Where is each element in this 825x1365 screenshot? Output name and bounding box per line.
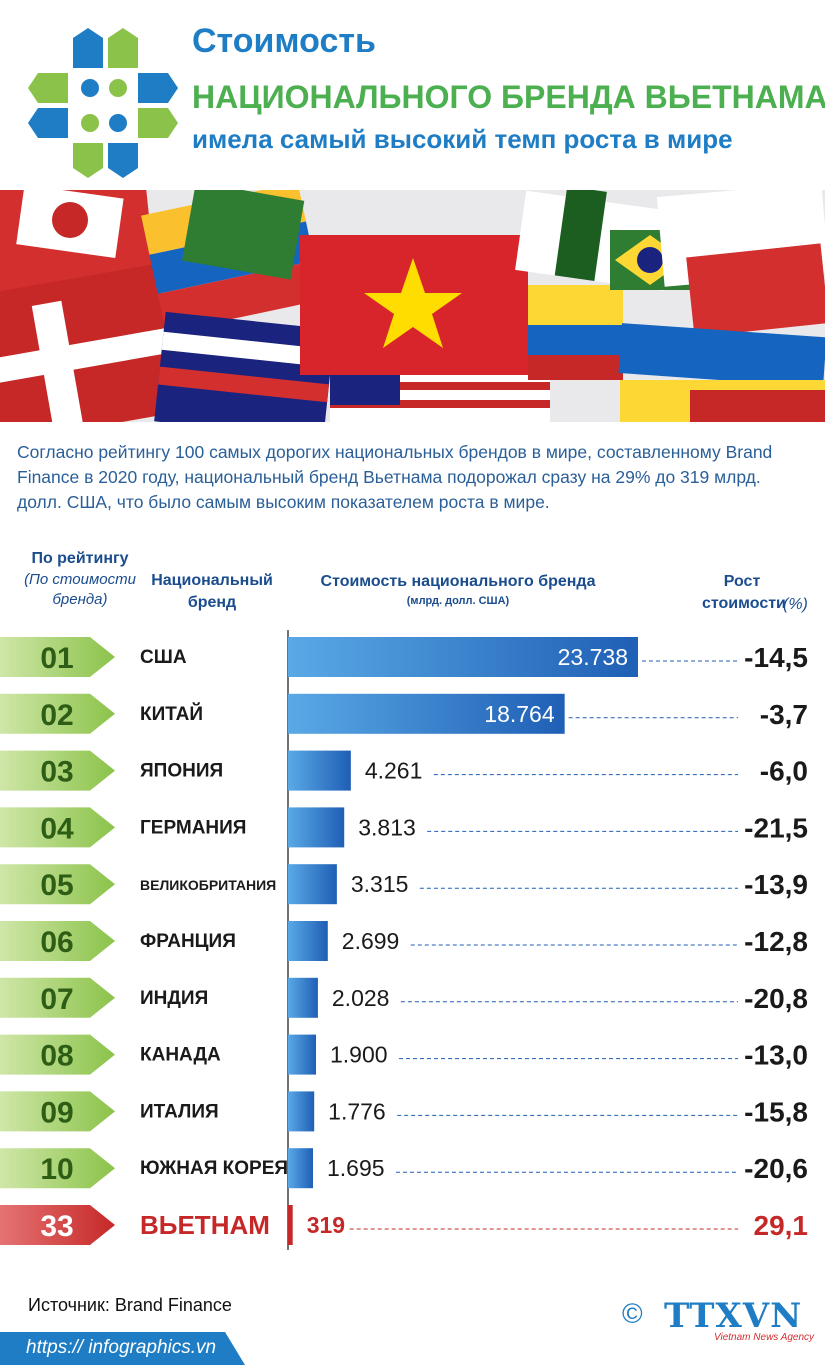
rank-label: 09 xyxy=(40,1096,73,1129)
country-label: США xyxy=(140,647,187,668)
value-label: 3.315 xyxy=(351,871,409,897)
growth-label: -6,0 xyxy=(760,756,808,787)
rank-label: 10 xyxy=(40,1153,73,1186)
value-bar xyxy=(288,1205,293,1245)
growth-label: -20,8 xyxy=(744,983,808,1014)
growth-label: -3,7 xyxy=(760,699,808,730)
value-label: 319 xyxy=(307,1212,345,1238)
rank-label: 08 xyxy=(40,1040,73,1073)
country-label: ЯПОНИЯ xyxy=(140,761,223,782)
rank-badge xyxy=(0,1091,115,1132)
rank-badge xyxy=(0,693,115,734)
rank-badge xyxy=(0,637,115,677)
growth-label: -15,8 xyxy=(744,1096,808,1127)
title-line-1: Стоимость xyxy=(192,22,376,60)
growth-label: -12,8 xyxy=(744,926,808,957)
footer-bar xyxy=(0,1332,245,1365)
growth-label: -21,5 xyxy=(744,812,808,843)
rank-badge xyxy=(0,864,115,905)
country-label: ЮЖНАЯ КОРЕЯ xyxy=(140,1158,288,1179)
rank-column-subtitle: (По стоимости бренда) xyxy=(24,571,136,608)
value-label: 1.900 xyxy=(330,1042,388,1068)
value-bar xyxy=(288,1091,315,1132)
value-column-unit: (млрд. долл. США) xyxy=(406,595,510,607)
value-label: 3.813 xyxy=(358,814,416,840)
growth-label: -14,5 xyxy=(744,642,808,673)
intro-paragraph: Согласно рейтингу 100 самых дорогих наци… xyxy=(17,442,773,512)
country-label: КИТАЙ xyxy=(140,703,203,725)
title-line-3: имела самый высокий темп роста в мире xyxy=(192,124,733,154)
agency-tagline: Vietnam News Agency xyxy=(714,1332,815,1343)
country-label: ИНДИЯ xyxy=(140,988,208,1009)
value-bar xyxy=(288,1034,317,1075)
value-label: 1.776 xyxy=(328,1098,386,1124)
rank-label: 06 xyxy=(40,926,73,959)
value-label: 23.738 xyxy=(558,644,628,670)
agency-logo: TTXVN xyxy=(664,1296,803,1336)
value-bar xyxy=(288,921,328,961)
growth-title-text: Рост стоимости xyxy=(702,573,786,612)
rank-badge xyxy=(0,1034,115,1075)
rank-badge xyxy=(0,750,115,791)
value-label: 2.028 xyxy=(332,985,390,1011)
country-label: ВЬЕТНАМ xyxy=(140,1210,270,1240)
rank-label: 33 xyxy=(40,1210,73,1243)
value-bar xyxy=(288,807,345,848)
value-bar xyxy=(288,693,565,734)
value-bar xyxy=(288,977,318,1018)
value-column-title: Стоимость национального бренда xyxy=(320,573,596,590)
value-bar xyxy=(288,637,638,677)
rank-label: 02 xyxy=(40,699,73,732)
value-label: 18.764 xyxy=(484,701,555,727)
brand-column-title: Национальный бренд xyxy=(151,572,273,611)
rank-label: 04 xyxy=(40,812,74,845)
growth-label: -20,6 xyxy=(744,1153,808,1184)
copyright-icon: © xyxy=(622,1298,643,1329)
value-label: 2.699 xyxy=(342,928,400,954)
rank-label: 07 xyxy=(40,983,73,1016)
country-label: ВЕЛИКОБРИТАНИЯ xyxy=(140,877,276,893)
rank-column-title: По рейтингу xyxy=(31,550,129,567)
value-bar xyxy=(288,864,337,905)
growth-column-title: Рост стоимости xyxy=(672,571,812,615)
growth-label: 29,1 xyxy=(754,1210,809,1241)
country-label: ГЕРМАНИЯ xyxy=(140,817,246,838)
value-label: 1.695 xyxy=(327,1155,385,1181)
country-label: ИТАЛИЯ xyxy=(140,1101,219,1122)
rank-badge xyxy=(0,1148,115,1189)
rank-label: 05 xyxy=(40,869,73,902)
growth-label: -13,0 xyxy=(744,1040,808,1071)
rank-label: 01 xyxy=(40,642,73,675)
flags-banner xyxy=(0,190,825,422)
title-line-2: НАЦИОНАЛЬНОГО БРЕНДА ВЬЕТНАМА xyxy=(192,79,825,115)
rank-badge xyxy=(0,921,115,961)
brand-value-chart: 01 США 23.738 -14,5 02 КИТАЙ 18.764 -3,7 03 ЯПОНИ… xyxy=(0,630,809,1250)
brand-logo xyxy=(28,28,178,178)
source-note: Источник: Brand Finance xyxy=(28,1295,232,1315)
rank-badge xyxy=(0,1205,115,1245)
country-label: КАНАДА xyxy=(140,1045,221,1066)
rank-label: 03 xyxy=(40,756,73,789)
footer-url-link[interactable]: https:// infographics.vn xyxy=(26,1337,217,1358)
growth-column-unit: (%) xyxy=(783,596,808,613)
value-bar xyxy=(288,750,351,791)
rank-badge xyxy=(0,977,115,1018)
rank-badge xyxy=(0,807,115,848)
growth-label: -13,9 xyxy=(744,869,808,900)
country-label: ФРАНЦИЯ xyxy=(140,931,236,952)
value-bar xyxy=(288,1148,313,1189)
value-label: 4.261 xyxy=(365,758,423,784)
